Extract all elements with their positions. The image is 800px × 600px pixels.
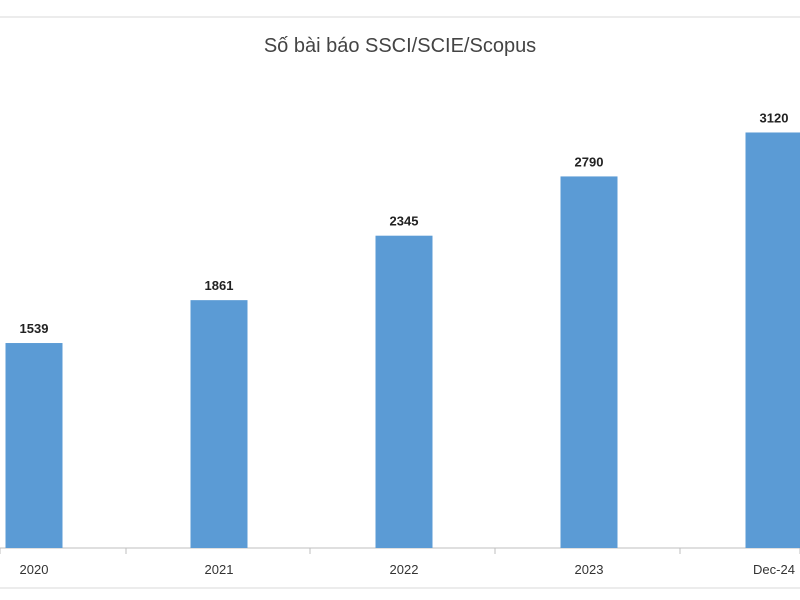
bar-2022 — [375, 235, 433, 548]
data-label-2021: 1861 — [205, 278, 234, 293]
x-tick-label-2022: 2022 — [390, 562, 419, 577]
data-label-2020: 1539 — [20, 321, 49, 336]
x-tick-label-2020: 2020 — [20, 562, 49, 577]
bar-2020 — [5, 343, 63, 548]
data-label-2023: 2790 — [575, 154, 604, 169]
chart-title: Số bài báo SSCI/SCIE/Scopus — [264, 35, 536, 57]
x-tick-label-dec-24: Dec-24 — [753, 562, 795, 577]
data-label-2022: 2345 — [390, 214, 419, 229]
bar-2023 — [560, 176, 618, 548]
x-tick-label-2021: 2021 — [205, 562, 234, 577]
x-tick-label-2023: 2023 — [575, 562, 604, 577]
data-label-dec-24: 3120 — [760, 110, 789, 125]
bar-dec-24 — [745, 132, 800, 548]
bar-2021 — [190, 300, 248, 548]
